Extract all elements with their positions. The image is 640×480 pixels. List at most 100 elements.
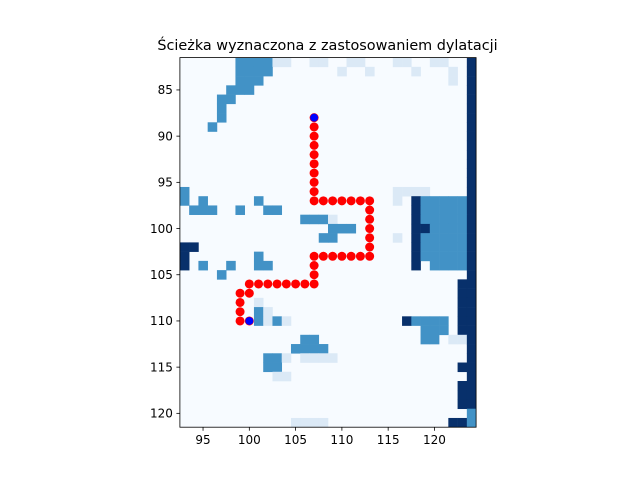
heatmap-cell: [429, 57, 440, 68]
heatmap-cell: [420, 251, 431, 262]
heatmap-cell: [235, 205, 245, 215]
path-point: [365, 242, 375, 252]
heatmap-cell: [411, 223, 421, 234]
path-point: [309, 270, 319, 280]
heatmap-cell: [179, 260, 190, 271]
heatmap-cell: [198, 196, 208, 206]
heatmap-cell: [253, 251, 264, 262]
heatmap-cell: [466, 85, 477, 95]
heatmap-cell: [290, 417, 301, 428]
heatmap-cell: [328, 353, 338, 363]
path-point: [309, 279, 319, 289]
heatmap-cell: [420, 223, 431, 234]
heatmap-cell: [429, 196, 440, 206]
heatmap-cell: [318, 57, 329, 68]
path-point: [328, 196, 338, 206]
heatmap-cell: [466, 122, 477, 132]
heatmap-cell: [263, 362, 273, 373]
path-point: [235, 288, 245, 298]
heatmap-cell: [309, 334, 320, 345]
heatmap-cell: [466, 344, 477, 354]
y-tick-label: 110: [150, 314, 173, 328]
heatmap-cell: [235, 57, 245, 68]
heatmap-cell: [448, 251, 458, 262]
heatmap-cell: [411, 242, 421, 252]
heatmap-cells: [179, 57, 477, 428]
heatmap-cell: [448, 242, 458, 252]
heatmap-cell: [263, 57, 273, 68]
heatmap-cell: [179, 196, 190, 206]
heatmap-cell: [439, 57, 449, 68]
x-tick-label: 110: [330, 433, 353, 447]
heatmap-cell: [466, 270, 477, 280]
heatmap-cell: [253, 196, 264, 206]
heatmap-cell: [235, 85, 245, 95]
path-point: [309, 196, 319, 206]
heatmap-cell: [235, 76, 245, 86]
heatmap-cell: [244, 57, 255, 68]
x-tick-label: 115: [377, 433, 400, 447]
path-point: [235, 316, 245, 326]
y-tick-label: 100: [150, 222, 173, 236]
heatmap-cell: [466, 233, 477, 243]
heatmap-cell: [281, 353, 292, 363]
heatmap-cell: [448, 334, 458, 345]
heatmap-cell: [466, 223, 477, 234]
path-point: [337, 196, 347, 206]
heatmap-cell: [466, 251, 477, 262]
heatmap-cell: [263, 307, 273, 317]
heatmap-cell: [216, 103, 227, 114]
heatmap-cell: [309, 353, 320, 363]
heatmap-cell: [466, 307, 477, 317]
heatmap-cell: [466, 399, 477, 410]
heatmap-cell: [328, 233, 338, 243]
heatmap-cell: [457, 307, 468, 317]
heatmap-cell: [337, 223, 347, 234]
heatmap-cell: [309, 344, 320, 354]
heatmap-cell: [466, 288, 477, 299]
x-tick-label: 95: [195, 433, 210, 447]
heatmap-cell: [300, 417, 310, 428]
heatmap-cell: [272, 205, 283, 215]
y-tick-label: 90: [158, 129, 173, 143]
heatmap-cell: [448, 214, 458, 225]
path-point: [244, 288, 254, 298]
heatmap-cell: [253, 260, 264, 271]
x-tick-label: 120: [423, 433, 446, 447]
path-point: [309, 168, 319, 178]
path-point: [365, 214, 375, 224]
heatmap-cell: [402, 186, 412, 197]
heatmap-cell: [466, 325, 477, 336]
heatmap-cell: [429, 214, 440, 225]
heatmap-cell: [466, 279, 477, 289]
y-tick-label: 85: [158, 83, 173, 97]
heatmap-cell: [466, 390, 477, 400]
plot-frame: [179, 57, 477, 428]
heatmap-cell: [272, 362, 283, 373]
heatmap-cell: [346, 57, 357, 68]
path-point: [309, 122, 319, 132]
heatmap-cell: [411, 196, 421, 206]
heatmap-cell: [189, 205, 199, 215]
heatmap-cell: [448, 260, 458, 271]
x-tick-label: 100: [238, 433, 261, 447]
heatmap-cell: [411, 316, 421, 326]
path-point: [272, 279, 282, 289]
path-point: [309, 177, 319, 187]
heatmap-cell: [466, 103, 477, 114]
heatmap-cell: [457, 251, 468, 262]
heatmap-cell: [309, 214, 320, 225]
heatmap-cell: [420, 205, 431, 215]
path-point: [244, 279, 254, 289]
path-point: [365, 224, 375, 234]
heatmap-cell: [457, 399, 468, 410]
heatmap-cell: [466, 371, 477, 382]
heatmap-cell: [429, 251, 440, 262]
heatmap-cell: [466, 260, 477, 271]
path-point: [300, 279, 310, 289]
heatmap-cell: [429, 223, 440, 234]
heatmap-cell: [439, 260, 449, 271]
heatmap-cell: [226, 85, 236, 95]
heatmap-cell: [466, 334, 477, 345]
